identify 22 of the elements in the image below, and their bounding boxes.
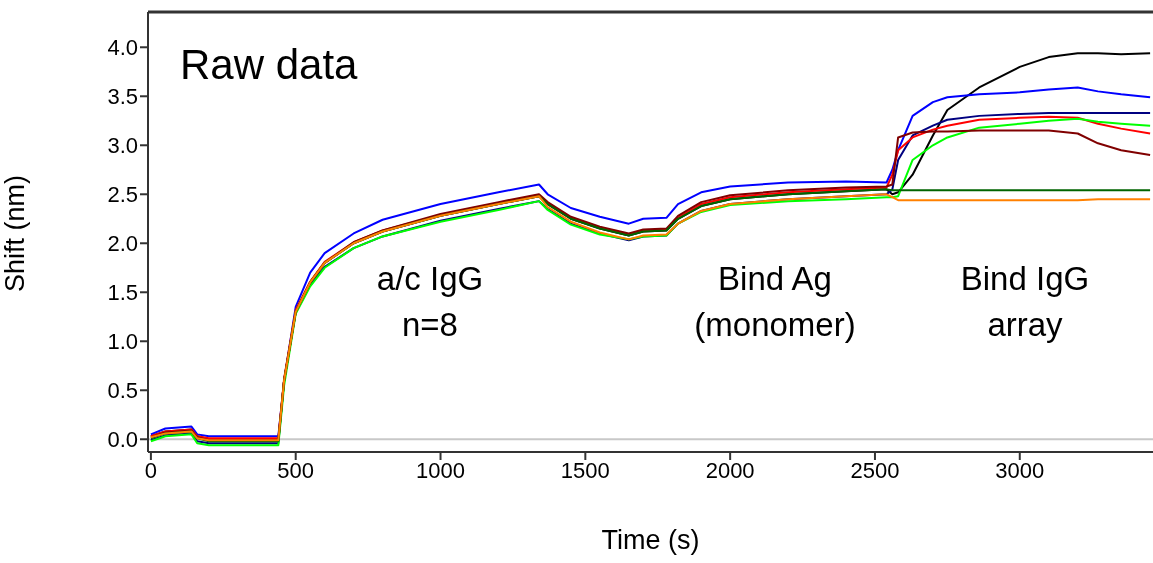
y-tick-label: 1.5 [107, 280, 138, 306]
y-tick-label: 0.5 [107, 378, 138, 404]
y-tick-label: 1.0 [107, 329, 138, 355]
y-tick-label: 3.5 [107, 84, 138, 110]
x-tick-label: 2500 [850, 457, 900, 483]
text: Raw data [180, 41, 359, 88]
x-tick-label: 500 [277, 457, 315, 483]
y-axis-title: Shift (nm) [0, 174, 30, 292]
y-tick-label: 2.5 [107, 182, 138, 208]
x-tick-label: 1500 [560, 457, 610, 483]
x-axis-title: Time (s) [601, 525, 700, 555]
y-tick-label: 3.0 [107, 133, 138, 159]
x-tick-label: 1000 [416, 457, 465, 483]
annotation: Bind Ag (monomer) [694, 260, 856, 343]
y-tick-label: 2.0 [107, 231, 138, 257]
annotation: Bind IgG array [960, 260, 1090, 343]
x-tick-label: 3000 [995, 457, 1045, 483]
x-tick-label: 2000 [705, 457, 755, 483]
y-tick-label: 4.0 [107, 35, 138, 61]
annotation: a/c IgG n=8 [376, 260, 484, 343]
x-tick-label: 0 [144, 457, 158, 483]
y-tick-label: 0.0 [107, 427, 138, 453]
